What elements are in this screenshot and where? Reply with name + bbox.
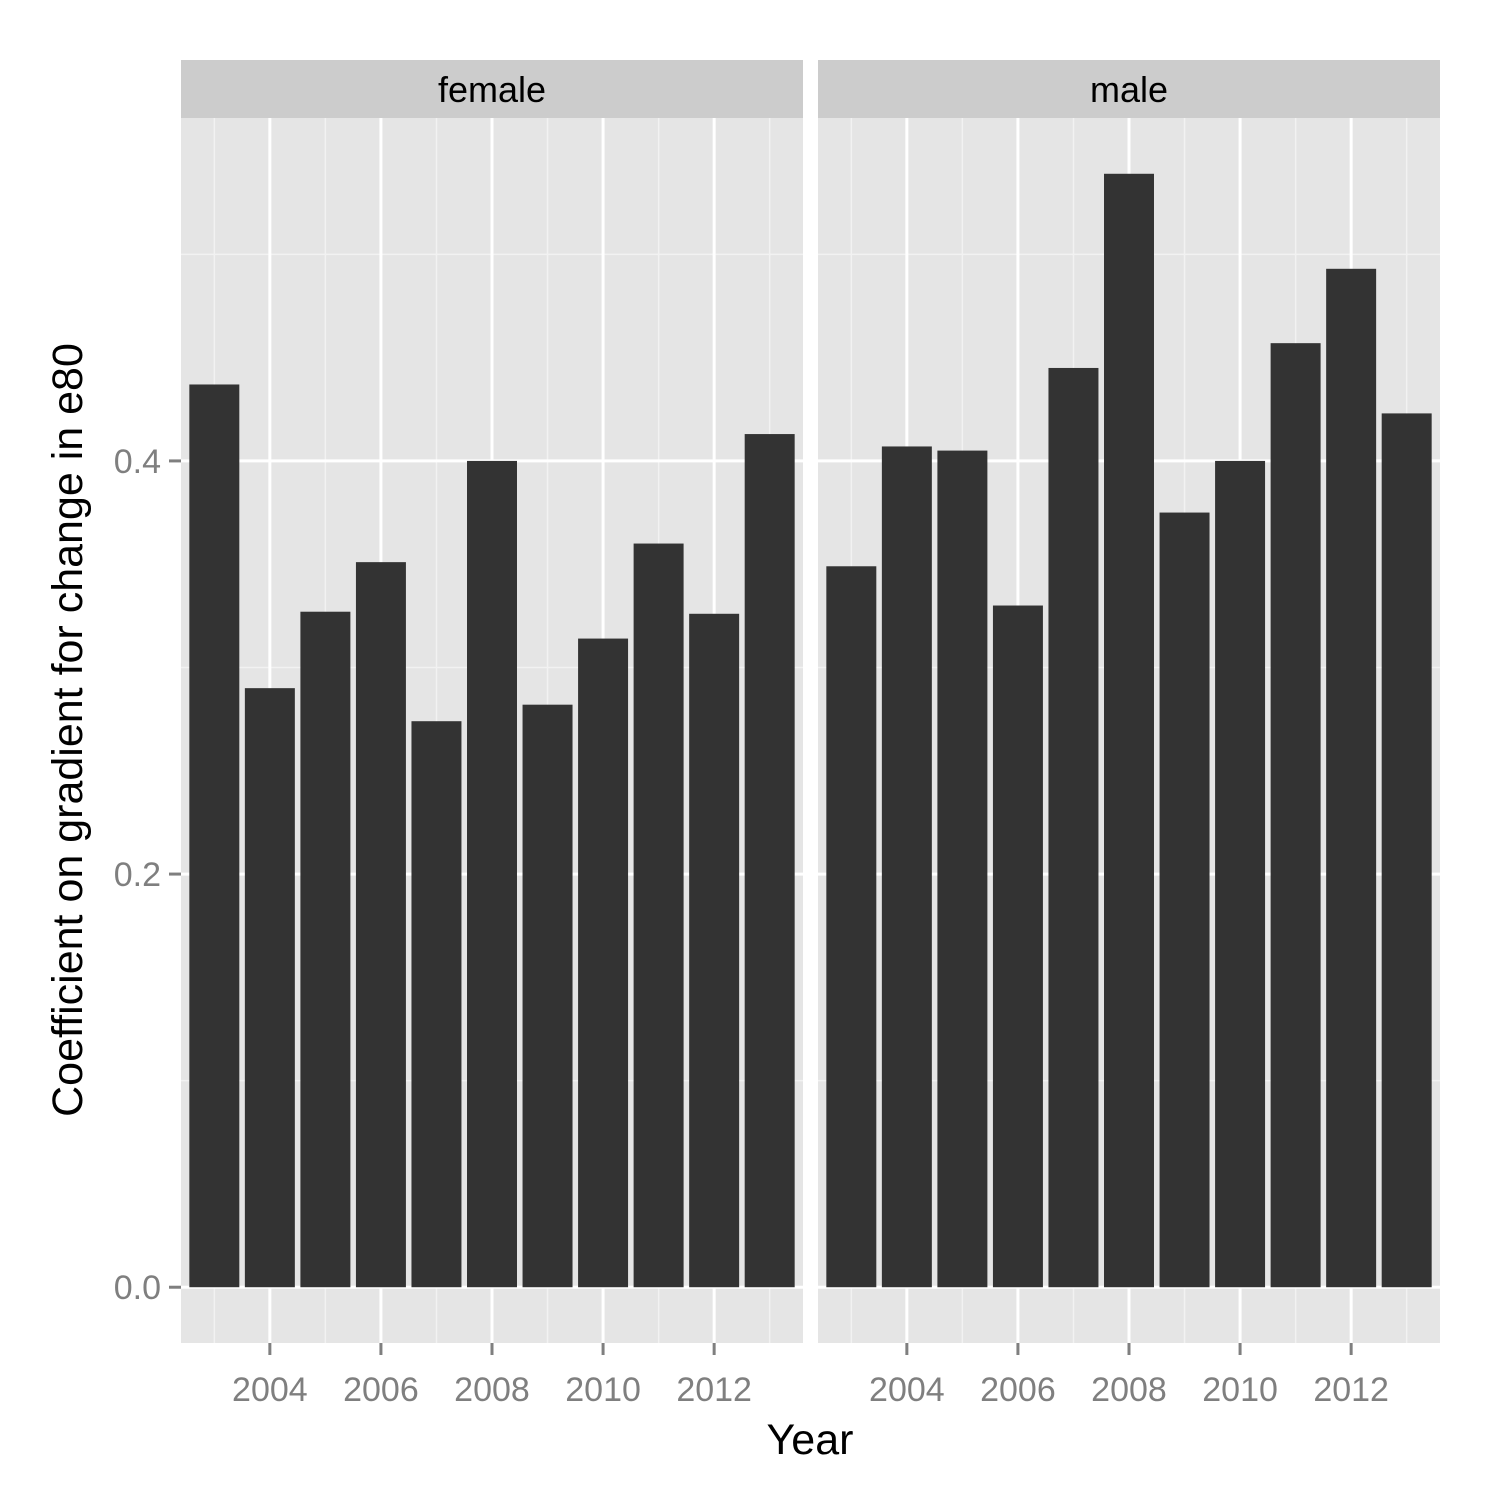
facet-strip — [818, 60, 1440, 118]
bar-female-2006 — [355, 562, 406, 1288]
x-tick-label: 2010 — [565, 1371, 641, 1409]
bar-male-2007 — [1048, 367, 1099, 1288]
bar-male-2005 — [937, 450, 988, 1288]
bar-female-2013 — [744, 434, 795, 1288]
x-tick-label: 2006 — [980, 1371, 1056, 1409]
y-axis-title: Coefficient on gradient for change in e8… — [44, 343, 92, 1117]
y-tick-label: 0.4 — [114, 443, 161, 481]
x-tick-label: 2012 — [676, 1371, 752, 1409]
bar-male-2012 — [1326, 268, 1377, 1288]
bar-female-2012 — [689, 613, 740, 1288]
x-tick-label: 2004 — [869, 1371, 945, 1409]
facet-strip — [181, 60, 803, 118]
facet-strip-label: male — [1090, 69, 1168, 110]
y-tick-label: 0.2 — [114, 856, 161, 894]
bar-female-2007 — [411, 721, 462, 1288]
y-axis: 0.0 0.2 0.4 — [114, 443, 181, 1307]
bar-male-2008 — [1104, 173, 1154, 1288]
x-axis-title: Year — [767, 1416, 854, 1464]
x-tick-label: 2012 — [1313, 1371, 1389, 1409]
facet-strip-label: female — [438, 69, 546, 110]
bar-female-2005 — [300, 611, 351, 1288]
bar-female-2009 — [522, 704, 573, 1288]
bar-female-2008 — [467, 460, 517, 1288]
y-tick-label: 0.0 — [114, 1269, 161, 1307]
bar-female-2003 — [189, 384, 240, 1288]
bar-male-2010 — [1215, 460, 1266, 1288]
facet-panel-female: female 2004 2006 2008 2010 2012 — [181, 60, 803, 1409]
x-tick-label: 2004 — [232, 1371, 308, 1409]
x-tick-label: 2008 — [1091, 1371, 1167, 1409]
bar-male-2006 — [992, 605, 1043, 1288]
bar-female-2011 — [633, 543, 684, 1288]
bar-male-2011 — [1270, 343, 1321, 1288]
bar-male-2003 — [826, 566, 877, 1288]
bar-male-2004 — [881, 446, 932, 1288]
bar-female-2010 — [578, 638, 629, 1288]
bar-male-2013 — [1381, 413, 1432, 1288]
x-tick-label: 2008 — [454, 1371, 530, 1409]
x-tick-label: 2006 — [343, 1371, 419, 1409]
bar-female-2004 — [244, 688, 295, 1288]
bar-male-2009 — [1159, 512, 1210, 1288]
facet-panels: female 2004 2006 2008 2010 2012 male 2004 2006 20… — [181, 60, 1440, 1409]
x-tick-label: 2010 — [1202, 1371, 1278, 1409]
facet-panel-male: male 2004 2006 2008 2010 2012 — [818, 60, 1440, 1409]
